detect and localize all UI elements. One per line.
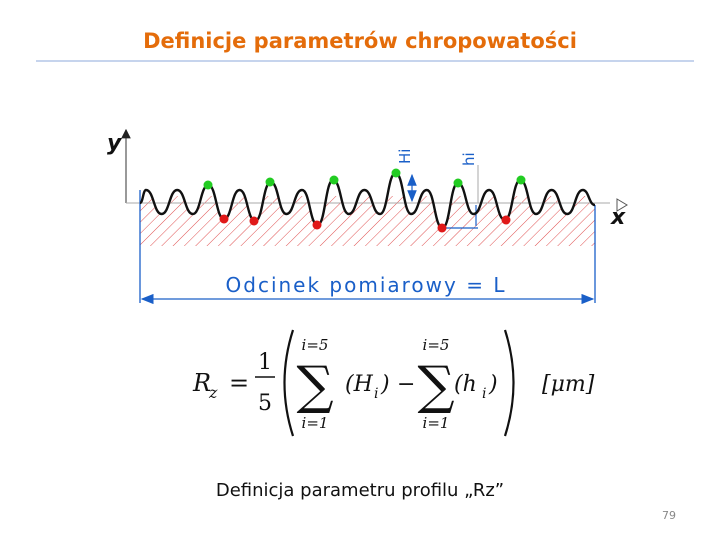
formula-term2-close: ) xyxy=(488,372,498,397)
sum1-upper: i=5 xyxy=(302,336,329,354)
extreme-point xyxy=(453,178,463,188)
profile-diagram: y x Hi hi Odcinek pomiarowy = L xyxy=(107,128,628,305)
extreme-point xyxy=(265,177,275,187)
formula-term2-sub: i xyxy=(482,386,486,402)
peak-label: Hi xyxy=(396,149,414,164)
formula-term1: (H xyxy=(345,372,374,397)
formula-unit: [μm] xyxy=(542,372,595,397)
left-paren xyxy=(283,329,295,437)
formula-term2: (h xyxy=(454,372,477,397)
extreme-points xyxy=(203,168,526,233)
page-number: 79 xyxy=(662,509,676,522)
x-arrow xyxy=(616,198,628,212)
formula-equals: = xyxy=(229,369,249,397)
extreme-point xyxy=(329,175,339,185)
right-paren xyxy=(503,329,515,437)
sum1-lower: i=1 xyxy=(302,414,329,432)
formula-denominator: 5 xyxy=(258,391,272,416)
formula-term1-sub: i xyxy=(374,386,378,402)
slide-title: Definicje parametrów chropowatości xyxy=(143,29,577,53)
extreme-point xyxy=(437,223,447,233)
extreme-point xyxy=(203,180,213,190)
extreme-point xyxy=(219,214,229,224)
extreme-point xyxy=(391,168,401,178)
y-label: y xyxy=(107,131,123,156)
sum1-symbol: ∑ xyxy=(296,356,333,416)
extreme-point xyxy=(312,220,322,230)
sum2-lower: i=1 xyxy=(423,414,450,432)
extreme-point xyxy=(501,215,511,225)
formula-lhs-sub: z xyxy=(208,383,218,402)
extreme-point xyxy=(516,175,526,185)
sum2-symbol: ∑ xyxy=(417,356,454,416)
formula-minus: − xyxy=(397,372,415,397)
caption: Definicja parametru profilu „Rz” xyxy=(216,480,504,501)
sum2-upper: i=5 xyxy=(423,336,450,354)
formula-numerator: 1 xyxy=(258,350,272,375)
x-label: x xyxy=(610,205,626,230)
formula-term1-close: ) xyxy=(380,372,390,397)
length-label: Odcinek pomiarowy = L xyxy=(226,273,507,297)
rz-formula: R z = 1 5 i=5 ∑ i=1 (H i ) − i=5 ∑ i=1 (… xyxy=(192,329,595,437)
valley-label: hi xyxy=(460,152,478,166)
formula-lhs: R xyxy=(192,369,211,397)
extreme-point xyxy=(249,216,259,226)
